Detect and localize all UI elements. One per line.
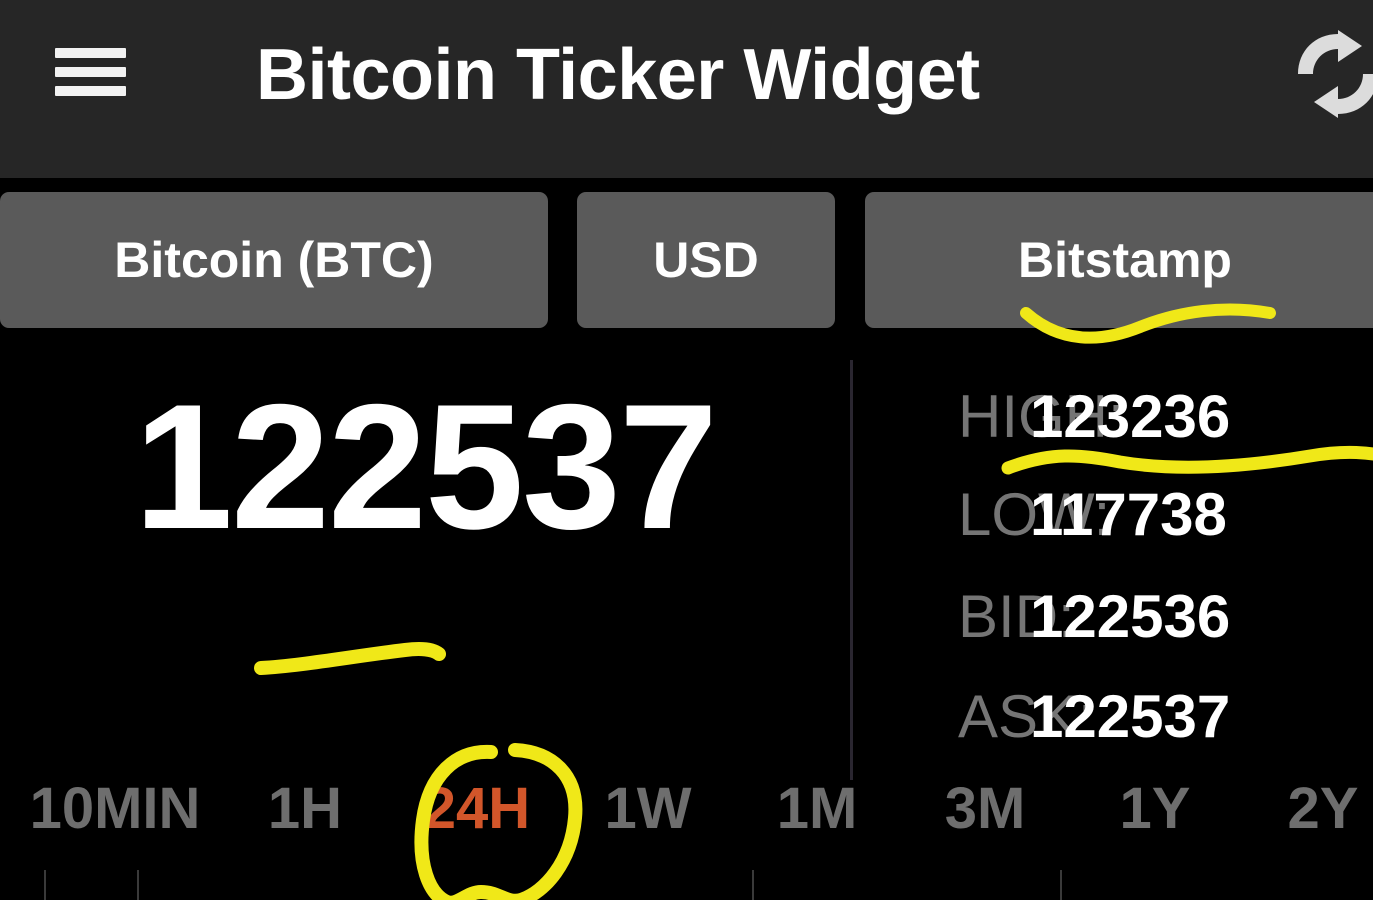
refresh-sync-icon[interactable] [1288,24,1373,124]
stat-row-low: LOW: 117738 [860,480,1373,549]
page-title: Bitcoin Ticker Widget [256,35,980,115]
hamburger-line-3 [55,86,126,96]
timeframe-tab-1h[interactable]: 1H [267,776,343,841]
stat-value-bid: 122536 [1030,583,1231,650]
hamburger-line-1 [55,48,126,58]
timeframe-tab-10min[interactable]: 10MIN [29,776,201,841]
stat-row-bid: BID: 122536 [860,582,1373,651]
chart-gridline [44,870,46,900]
timeframe-tab-row: 10MIN 1H 24H 1W 1M 3M 1Y 2Y [0,775,1373,860]
price-chart-area[interactable] [0,862,1373,900]
timeframe-tab-1w[interactable]: 1W [604,776,692,841]
current-price: 122537 [134,367,718,566]
stat-value-ask: 122537 [1030,683,1231,750]
chart-gridline [137,870,139,900]
timeframe-tab-2y[interactable]: 2Y [1287,776,1359,841]
stat-label-high: HIGH: [958,383,1125,450]
stats-panel: HIGH: 123236 LOW: 117738 BID: 122536 ASK… [860,340,1373,780]
timeframe-tab-24h[interactable]: 24H [423,776,531,841]
hamburger-menu-icon[interactable] [55,48,126,96]
stat-label-bid: BID: [958,583,1075,650]
timeframe-tab-1y[interactable]: 1Y [1119,776,1191,841]
chart-gridline [1060,870,1062,900]
price-panel: 122537 4530 +3.8388 % 24H Volume:1250 [0,340,850,780]
exchange-selector-button[interactable]: Bitstamp [865,192,1373,328]
timeframe-tab-1m[interactable]: 1M [776,776,858,841]
stat-row-high: HIGH: 123236 [860,382,1373,451]
currency-selector-button[interactable]: USD [577,192,835,328]
app-header-bar: Bitcoin Ticker Widget [0,0,1373,178]
timeframe-tab-3m[interactable]: 3M [944,776,1026,841]
stat-value-low: 117738 [1030,481,1227,548]
hamburger-line-2 [55,67,126,77]
stat-value-high: 123236 [1030,383,1231,450]
stat-label-ask: ASK: [958,683,1095,750]
ticker-body: 122537 4530 +3.8388 % 24H Volume:1250 HI… [0,340,1373,780]
coin-selector-button[interactable]: Bitcoin (BTC) [0,192,548,328]
stat-label-low: LOW: [958,481,1111,548]
selector-button-row: Bitcoin (BTC) USD Bitstamp [0,192,1373,332]
vertical-divider [850,360,853,780]
stat-row-ask: ASK: 122537 [860,682,1373,751]
chart-gridline [752,870,754,900]
